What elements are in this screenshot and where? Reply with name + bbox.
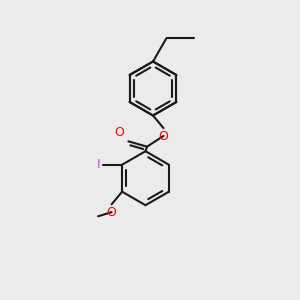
- Text: O: O: [107, 206, 117, 219]
- Text: I: I: [97, 158, 100, 171]
- Text: O: O: [159, 130, 168, 143]
- Text: O: O: [114, 126, 124, 139]
